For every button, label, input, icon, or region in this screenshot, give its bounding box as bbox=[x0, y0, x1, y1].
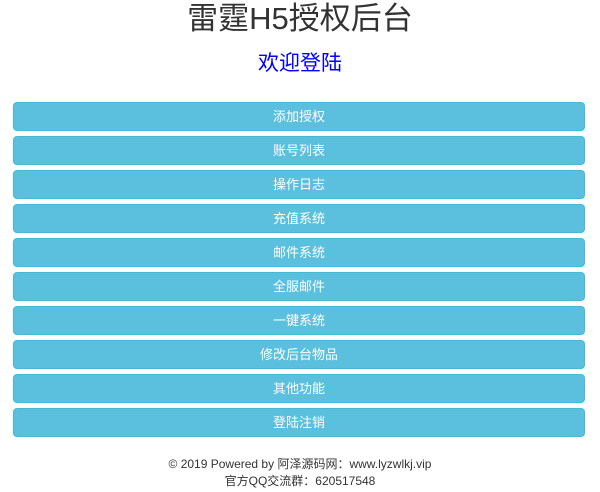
footer-qq-group: 官方QQ交流群：620517548 bbox=[224, 474, 376, 488]
server-mail-button[interactable]: 全服邮件 bbox=[13, 272, 585, 301]
page-title: 雷霆H5授权后台 bbox=[187, 1, 413, 36]
mail-system-button[interactable]: 邮件系统 bbox=[13, 238, 585, 267]
footer-copyright: © 2019 Powered by 阿泽源码网：www.lyzwlkj.vip bbox=[168, 457, 432, 471]
edit-items-button[interactable]: 修改后台物品 bbox=[13, 340, 585, 369]
welcome-text: 欢迎登陆 bbox=[258, 52, 342, 75]
operation-log-button[interactable]: 操作日志 bbox=[13, 170, 585, 199]
logout-button[interactable]: 登陆注销 bbox=[13, 408, 585, 437]
recharge-system-button[interactable]: 充值系统 bbox=[13, 204, 585, 233]
menu: 添加授权 账号列表 操作日志 充值系统 邮件系统 全服邮件 一键系统 修改后台物… bbox=[13, 102, 585, 442]
other-functions-button[interactable]: 其他功能 bbox=[13, 374, 585, 403]
account-list-button[interactable]: 账号列表 bbox=[13, 136, 585, 165]
one-click-system-button[interactable]: 一键系统 bbox=[13, 306, 585, 335]
add-license-button[interactable]: 添加授权 bbox=[13, 102, 585, 131]
footer: © 2019 Powered by 阿泽源码网：www.lyzwlkj.vip … bbox=[0, 456, 600, 490]
